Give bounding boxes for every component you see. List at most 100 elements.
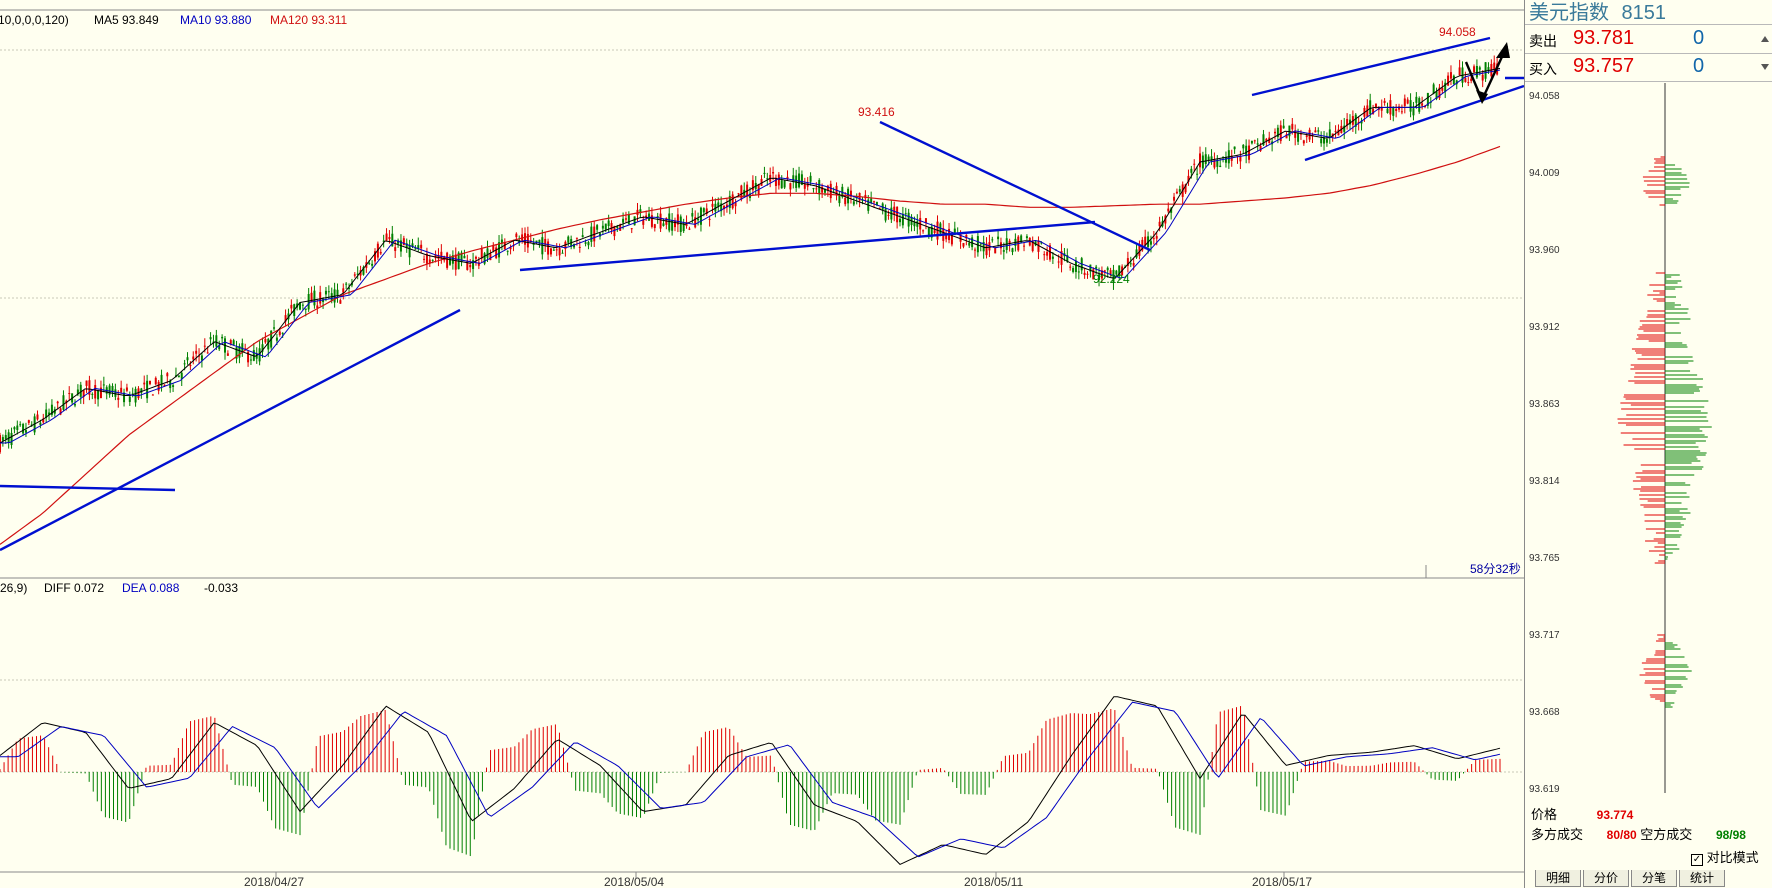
- depth-tick-label: 93.960: [1529, 245, 1560, 256]
- ma10-line: [0, 69, 1501, 444]
- tab-price-split[interactable]: 分价: [1583, 870, 1630, 887]
- tab-tick[interactable]: 分笔: [1631, 870, 1678, 887]
- candle: [515, 233, 518, 238]
- candle: [1386, 108, 1389, 113]
- candle: [218, 345, 221, 350]
- macd-diff-line: [0, 696, 1501, 865]
- tab-stats[interactable]: 统计: [1679, 870, 1726, 887]
- candle: [275, 337, 278, 341]
- candle: [766, 178, 769, 180]
- candle: [151, 394, 154, 396]
- candle: [538, 239, 541, 244]
- candle: [1349, 119, 1351, 125]
- depth-tick-label: 93.814: [1529, 476, 1560, 487]
- candle: [1288, 125, 1291, 137]
- candle: [1415, 96, 1418, 103]
- candle: [792, 175, 795, 181]
- candle: [1357, 121, 1360, 124]
- diff-legend: DIFF 0.072: [44, 581, 104, 595]
- candle: [679, 216, 682, 232]
- candle: [772, 172, 775, 174]
- candle: [19, 424, 22, 426]
- scroll-down-arrow[interactable]: [1761, 64, 1769, 70]
- candle: [397, 240, 400, 244]
- candle: [249, 359, 252, 361]
- candle: [933, 230, 936, 233]
- trendline-support-2: [519, 220, 1096, 272]
- buy-label: 买入: [1529, 61, 1557, 77]
- candle: [417, 245, 420, 250]
- candle: [140, 388, 143, 393]
- candle: [13, 427, 16, 430]
- candle: [878, 207, 881, 209]
- candle: [994, 247, 997, 254]
- scroll-up-arrow[interactable]: [1761, 36, 1769, 42]
- candle: [1323, 137, 1326, 144]
- candle: [1086, 273, 1089, 275]
- candle: [62, 395, 65, 410]
- candle: [128, 396, 131, 402]
- compare-mode-row[interactable]: ✓ 对比模式: [1691, 847, 1759, 866]
- candle: [806, 183, 809, 187]
- candle: [723, 205, 726, 210]
- candle: [304, 308, 307, 310]
- candle: [688, 228, 691, 230]
- candle: [1250, 140, 1253, 144]
- candle: [1484, 62, 1487, 79]
- candle: [899, 218, 901, 223]
- candle: [971, 237, 974, 248]
- candle: [789, 183, 792, 190]
- candle: [238, 345, 241, 358]
- candle: [1051, 256, 1054, 259]
- candle: [824, 189, 826, 193]
- candle: [4, 435, 7, 440]
- candle: [901, 213, 904, 226]
- candle: [596, 225, 599, 230]
- candle: [209, 337, 212, 340]
- candle: [740, 185, 743, 200]
- tab-detail[interactable]: 明细: [1535, 870, 1582, 887]
- candle: [1069, 266, 1072, 268]
- candle: [1265, 138, 1268, 141]
- candle: [601, 225, 604, 229]
- candle: [16, 425, 19, 430]
- candle: [717, 202, 720, 207]
- candle: [1325, 139, 1328, 143]
- candle: [642, 219, 645, 225]
- compare-checkbox[interactable]: ✓: [1691, 854, 1703, 866]
- candle: [1135, 249, 1138, 258]
- candle: [48, 412, 51, 415]
- candle: [114, 389, 117, 397]
- candle: [720, 203, 723, 212]
- candle: [394, 247, 397, 251]
- candle: [247, 351, 250, 363]
- candle: [163, 384, 166, 386]
- candle: [1426, 92, 1429, 106]
- candle: [411, 243, 414, 247]
- candle: [1193, 163, 1196, 165]
- candle: [56, 401, 59, 404]
- candle: [676, 214, 679, 225]
- candle: [391, 233, 394, 247]
- candle: [913, 221, 916, 227]
- candle: [172, 385, 175, 387]
- candle: [1037, 240, 1040, 252]
- candle: [884, 208, 887, 221]
- candle: [1438, 87, 1441, 99]
- candle: [1008, 240, 1011, 244]
- candle: [694, 217, 697, 228]
- candle: [567, 236, 570, 243]
- candle: [200, 355, 203, 361]
- candle: [108, 385, 111, 395]
- candle: [486, 248, 489, 258]
- candle: [639, 209, 642, 214]
- macd-value: -0.033: [204, 581, 238, 595]
- candle: [1224, 156, 1227, 163]
- candle: [544, 238, 547, 245]
- candle: [547, 241, 550, 255]
- candle: [671, 220, 674, 231]
- price-chart[interactable]: 93.416 92.224 94.058 (10,0,0,0,120) MA5 …: [0, 0, 1524, 888]
- sell-label: 卖出: [1529, 33, 1557, 49]
- candle: [42, 418, 45, 423]
- candle: [561, 252, 564, 254]
